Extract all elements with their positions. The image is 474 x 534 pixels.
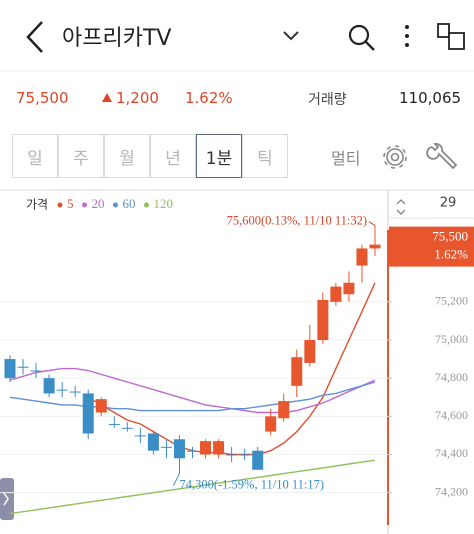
legend-dot	[113, 202, 118, 208]
candle-body	[134, 435, 146, 437]
layout-button[interactable]	[437, 23, 465, 50]
change: 1,200	[116, 89, 159, 107]
candle-body	[200, 441, 212, 455]
candle-body	[187, 450, 198, 452]
candle-body	[95, 399, 107, 413]
candle-body	[330, 286, 342, 302]
side-handle[interactable]	[0, 478, 14, 520]
candle-body	[69, 391, 81, 393]
legend-label: 5	[67, 196, 74, 211]
up-arrow	[102, 93, 112, 102]
candle-body	[82, 393, 94, 434]
legend-label: 20	[92, 196, 105, 211]
stock-title: 아프리카TV	[62, 26, 172, 51]
period-tab[interactable]: 일	[12, 134, 58, 178]
candle-body	[252, 450, 264, 470]
y-tick-label: 74,800	[435, 370, 468, 384]
candle-body	[17, 366, 29, 368]
candle-body	[278, 401, 290, 419]
change-rate: 1.62%	[185, 89, 233, 107]
search-button[interactable]	[348, 24, 375, 51]
settings-button[interactable]	[383, 145, 407, 169]
annotation: 75,600(0.13%, 11/10 11:32)	[227, 213, 367, 227]
candle-body	[343, 282, 355, 295]
annotation: 74,300(-1.59%, 11/10 11:17)	[179, 477, 324, 491]
legend-dot	[57, 202, 63, 208]
tool-button[interactable]	[426, 143, 458, 170]
multi-button[interactable]: 멀티	[331, 149, 361, 168]
y-tick-label: 74,600	[435, 408, 468, 422]
volume-label: 거래량	[308, 92, 347, 108]
y-tick-label: 74,200	[435, 484, 468, 498]
candle-body	[173, 439, 185, 459]
current-price: 75,500	[432, 229, 468, 244]
candle-body	[160, 446, 172, 448]
candle-body	[56, 389, 68, 391]
side-handle-arrow	[3, 492, 9, 506]
scroll-arrows[interactable]	[396, 199, 406, 215]
candle-body	[369, 244, 381, 249]
period-tab[interactable]: 틱	[242, 134, 288, 178]
ma-line	[9, 367, 376, 414]
candle-body	[239, 454, 251, 456]
annotation-leader	[368, 221, 376, 226]
ma-line	[9, 381, 376, 412]
current-price-box	[389, 226, 474, 267]
period-tab[interactable]: 주	[58, 134, 104, 178]
legend-label: 60	[123, 196, 136, 211]
candle-body	[147, 433, 159, 451]
candle-body	[4, 359, 16, 379]
annotation-leader	[173, 473, 180, 486]
y-tick-label: 74,400	[435, 446, 468, 460]
tool-icons	[383, 143, 458, 170]
header-icons	[0, 21, 474, 72]
candle-body	[213, 441, 225, 455]
back-button[interactable]	[26, 21, 43, 53]
candle-body	[121, 427, 133, 429]
dropdown[interactable]	[283, 31, 299, 41]
legend-dot	[82, 202, 87, 208]
y-tick-label: 75,200	[435, 294, 468, 308]
price: 75,500	[16, 89, 69, 107]
candle-body	[43, 378, 55, 394]
period-tab[interactable]: 년	[150, 134, 196, 178]
candle-body	[291, 357, 303, 386]
legend-title: 가격	[26, 198, 48, 212]
candle-body	[265, 416, 277, 432]
period-tab[interactable]: 월	[104, 134, 150, 178]
candle-body	[317, 299, 329, 341]
period-tab[interactable]: 1분	[196, 134, 242, 178]
ma-line	[9, 459, 376, 515]
legend-label: 120	[154, 196, 174, 211]
candle-body	[226, 454, 238, 456]
more-button[interactable]	[405, 25, 409, 47]
candle-body	[356, 248, 368, 266]
legend-dot	[144, 202, 149, 208]
current-rate: 1.62%	[434, 247, 468, 262]
candle-body	[304, 340, 316, 363]
visible-count: 29	[440, 196, 457, 211]
volume: 110,065	[399, 89, 462, 107]
candle-body	[108, 423, 120, 425]
candle-body	[30, 370, 42, 372]
y-tick-label: 75,000	[435, 332, 468, 346]
